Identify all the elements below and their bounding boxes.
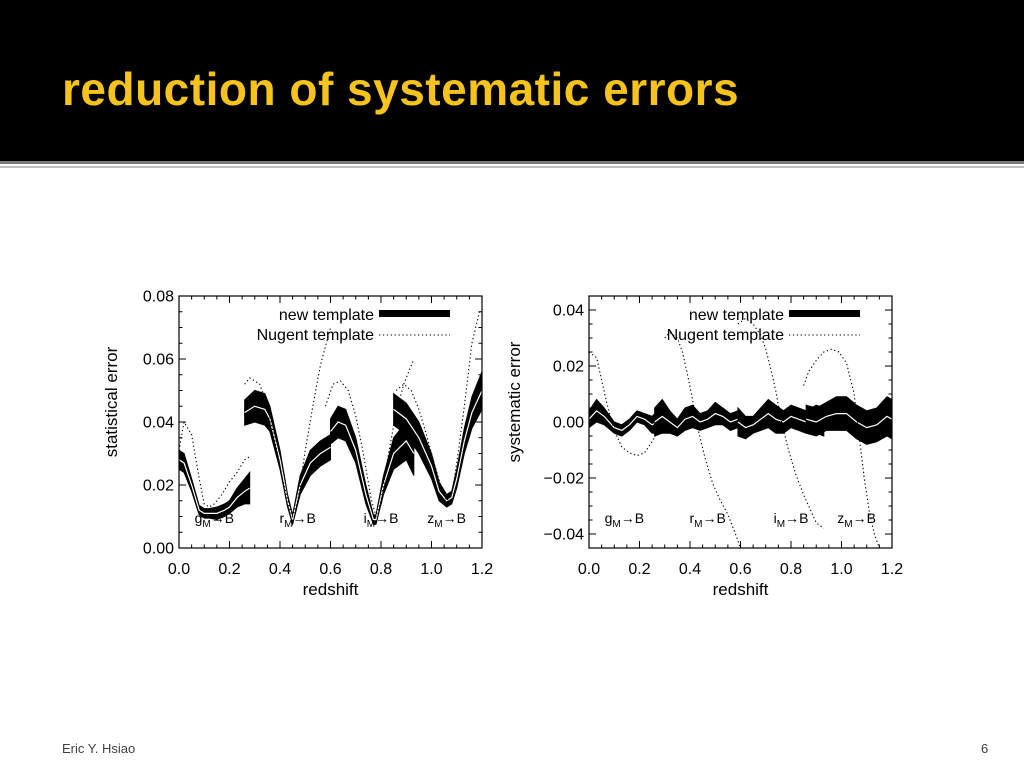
x-tick-label: 1.2 [471, 561, 493, 578]
chart-panel-2: 0.0 0.2 0.4 0.6 0.8 1.0 1.2 −0.04 −0.02 0.00 0.02 0… [505, 295, 903, 599]
nugent-line-segment-4 [803, 348, 880, 548]
filter-label: rM→B [279, 510, 315, 530]
x-tick-label: 1.2 [881, 561, 903, 578]
band-centerline-4 [805, 413, 892, 429]
legend-label: new template [279, 307, 374, 324]
legend-label: Nugent template [667, 327, 785, 344]
x-tick-label: 0.8 [370, 561, 392, 578]
y-tick-label: −0.02 [544, 471, 585, 488]
nugent-line-segment-3 [324, 358, 415, 519]
legend: new template Nugent template [257, 307, 450, 344]
filter-label: gM→B [605, 510, 644, 530]
y-tick-label: 0.00 [143, 541, 174, 558]
band-segment-3 [737, 398, 825, 440]
x-tick-label: 0.8 [780, 561, 802, 578]
x-tick-label: 1.0 [830, 561, 852, 578]
band-centerline-1 [179, 459, 251, 514]
x-tick-label: 0.2 [218, 561, 240, 578]
band-segment-1 [589, 398, 658, 437]
x-axis-title: redshift [303, 580, 359, 599]
chart-panel-1: 0.0 0.2 0.4 0.6 0.8 1.0 1.2 0.00 0.02 0.04 0.06 0.0… [102, 289, 493, 600]
nugent-line-segment-2 [244, 327, 332, 519]
y-axis-title: systematic error [505, 341, 524, 462]
band-centerline-2 [244, 405, 331, 520]
x-tick-label: 0.4 [679, 561, 701, 578]
y-axis-title: statistical error [102, 346, 121, 457]
filter-label: zM→B [837, 510, 876, 530]
x-tick-label: 0.6 [729, 561, 751, 578]
band-centerline-3 [330, 421, 415, 521]
title-divider-light [0, 166, 1024, 168]
x-tick-label: 0.0 [578, 561, 600, 578]
legend-swatch-band [789, 310, 860, 317]
page-number: 6 [981, 741, 989, 756]
legend: new template Nugent template [667, 307, 860, 344]
footer-author: Eric Y. Hsiao [62, 741, 136, 756]
y-tick-label: 0.00 [553, 415, 584, 432]
y-tick-label: −0.04 [544, 527, 585, 544]
nugent-line-segment-4 [395, 311, 481, 502]
x-tick-label: 1.0 [420, 561, 442, 578]
filter-label: gM→B [195, 510, 234, 530]
band-segment-2 [244, 389, 331, 527]
title-divider-dark [0, 161, 1024, 164]
y-tick-label: 0.08 [143, 289, 174, 306]
filter-label: iM→B [774, 510, 809, 530]
filter-label: iM→B [364, 510, 399, 530]
x-tick-label: 0.4 [269, 561, 291, 578]
y-tick-label: 0.02 [143, 478, 174, 495]
filter-label: zM→B [427, 510, 466, 530]
x-tick-label: 0.0 [168, 561, 190, 578]
band-segment-4 [805, 396, 892, 445]
title-bar: reduction of systematic errors [0, 0, 1024, 161]
plot-area [179, 311, 482, 527]
legend-label: Nugent template [257, 327, 375, 344]
band-centerline-1 [589, 409, 658, 432]
y-tick-label: 0.04 [143, 415, 174, 432]
band-segment-3 [330, 405, 415, 525]
plot-area [589, 317, 892, 548]
band-centerline-4 [393, 390, 482, 502]
legend-swatch-band [379, 310, 450, 317]
y-tick-label: 0.02 [553, 359, 584, 376]
x-tick-label: 0.2 [628, 561, 650, 578]
band-centerline-2 [654, 412, 739, 429]
filter-label: rM→B [689, 510, 725, 530]
legend-label: new template [689, 307, 784, 324]
slide-title: reduction of systematic errors [62, 63, 740, 115]
nugent-line-segment-1 [589, 351, 658, 457]
y-tick-label: 0.04 [553, 303, 584, 320]
x-axis-title: redshift [713, 580, 769, 599]
y-tick-label: 0.06 [143, 352, 174, 369]
x-tick-label: 0.6 [319, 561, 341, 578]
